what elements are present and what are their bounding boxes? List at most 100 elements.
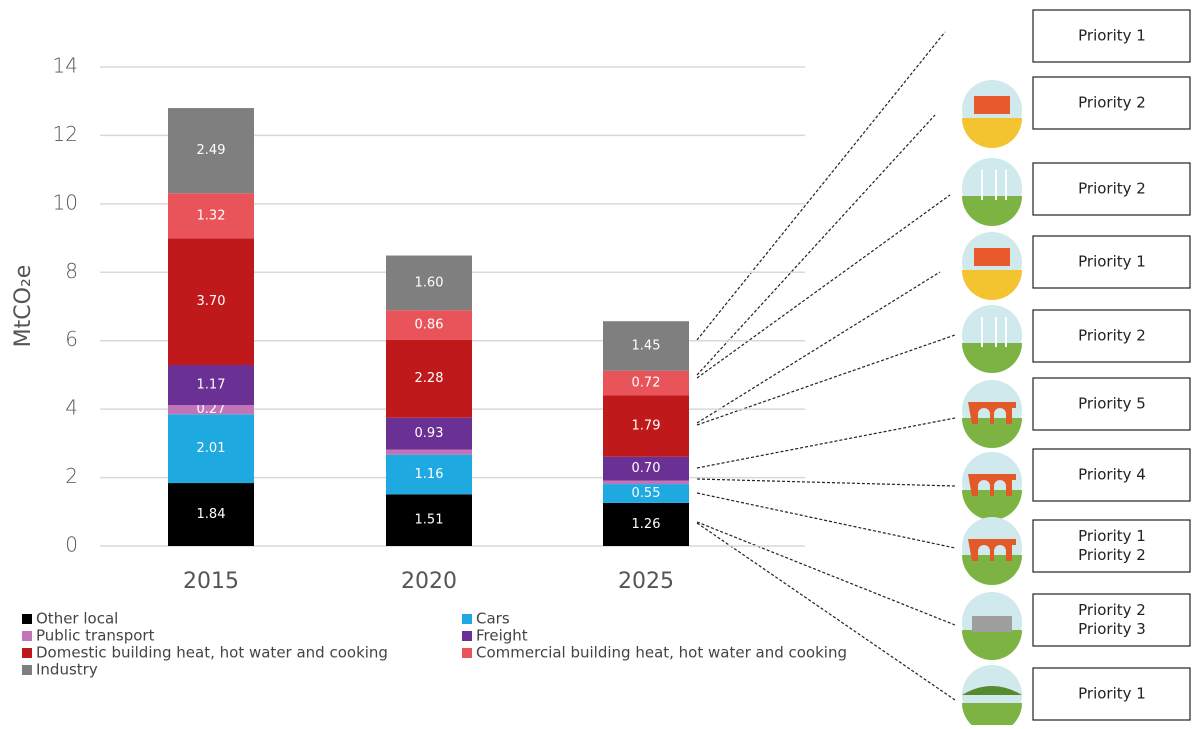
icon-ground xyxy=(962,630,1022,660)
priority-label: Priority 2 xyxy=(1078,327,1146,345)
icon xyxy=(962,305,1022,373)
value-label: 2.01 xyxy=(197,441,226,456)
bar-segment xyxy=(168,108,254,194)
x-tick-label: 2025 xyxy=(618,569,674,594)
y-tick-label: 14 xyxy=(53,54,78,78)
priority-box xyxy=(1032,593,1191,647)
priority-label: Priority 2 xyxy=(1078,546,1146,564)
bar-segment xyxy=(386,310,472,340)
priority-box xyxy=(1032,667,1191,721)
priority-box xyxy=(1032,448,1191,502)
legend-label: Cars xyxy=(476,610,510,628)
priority-box xyxy=(1032,519,1191,573)
value-label: 0.27 xyxy=(197,402,226,417)
priority-label: Priority 1 xyxy=(1078,685,1146,703)
bar-segment xyxy=(386,339,472,418)
icon-plant xyxy=(972,616,1012,632)
priority-label: Priority 4 xyxy=(1078,466,1146,484)
legend-swatch xyxy=(462,631,472,641)
icon-factory xyxy=(974,248,1010,266)
icon-ground xyxy=(962,196,1022,226)
priority-box xyxy=(1032,76,1191,130)
priority-box xyxy=(1032,377,1191,431)
legend-label: Other local xyxy=(36,610,118,628)
value-label: 0.93 xyxy=(415,426,444,441)
y-tick-label: 0 xyxy=(65,533,78,557)
bar-segment xyxy=(168,193,254,239)
icon-factory xyxy=(974,96,1010,114)
priority-label: Priority 2 xyxy=(1078,94,1146,112)
icon-ground xyxy=(962,418,1022,448)
icon-ground xyxy=(962,118,1022,148)
bar-segment xyxy=(386,449,472,455)
priority-label: Priority 1 xyxy=(1078,27,1146,45)
value-label: 1.45 xyxy=(632,339,661,354)
value-label: 1.26 xyxy=(632,517,661,532)
value-label: 1.51 xyxy=(415,513,444,528)
icon-bridge xyxy=(968,539,1016,561)
legend-swatch xyxy=(22,631,32,641)
x-tick-label: 2015 xyxy=(183,569,239,594)
priority-label: Priority 2 xyxy=(1078,601,1146,619)
legend-label: Freight xyxy=(476,627,528,645)
bar-segment xyxy=(168,414,254,484)
value-label: 0.86 xyxy=(415,317,444,332)
connectors xyxy=(696,31,956,701)
icon xyxy=(962,232,1022,300)
bar-segment xyxy=(168,365,254,406)
priority-box xyxy=(1032,9,1191,63)
bar-segment xyxy=(386,255,472,311)
icon-ground xyxy=(962,343,1022,373)
y-tick-label: 8 xyxy=(65,259,78,283)
y-axis-label: MtCO₂e xyxy=(11,265,36,348)
value-label: 1.16 xyxy=(415,467,444,482)
y-tick-label: 10 xyxy=(53,190,78,214)
value-label: 1.60 xyxy=(415,275,444,290)
legend-label: Domestic building heat, hot water and co… xyxy=(36,644,388,662)
priority-box xyxy=(1032,235,1191,289)
x-tick-label: 2020 xyxy=(401,569,457,594)
y-tick-label: 4 xyxy=(65,396,78,420)
value-label: 1.17 xyxy=(197,378,226,393)
bar-segment xyxy=(386,494,472,546)
bar-segment xyxy=(603,502,689,546)
value-label: 2.49 xyxy=(197,143,226,158)
icon-ground xyxy=(962,555,1022,585)
y-tick-label: 12 xyxy=(53,122,78,146)
bar-segment xyxy=(168,238,254,366)
y-tick-label: 2 xyxy=(65,464,78,488)
icon xyxy=(962,80,1022,148)
icon xyxy=(962,380,1022,448)
value-label: 1.32 xyxy=(197,208,226,223)
bar-segment xyxy=(168,483,254,546)
y-tick-label: 6 xyxy=(65,327,78,351)
icon xyxy=(962,158,1022,226)
legend-label: Commercial building heat, hot water and … xyxy=(476,644,847,662)
priority-box xyxy=(1032,309,1191,363)
icon xyxy=(962,517,1022,585)
value-label: 2.28 xyxy=(415,371,444,386)
priority-label: Priority 1 xyxy=(1078,253,1146,271)
icon-ground xyxy=(962,270,1022,300)
bar-segment xyxy=(603,456,689,481)
bar-segment xyxy=(603,395,689,457)
bar-segment xyxy=(603,370,689,396)
icons xyxy=(962,80,1022,729)
bar-segment xyxy=(386,417,472,450)
legend-swatch xyxy=(22,648,32,658)
legend-swatch xyxy=(22,665,32,675)
icon-ground xyxy=(962,703,1022,729)
value-label: 3.70 xyxy=(197,294,226,309)
bar-segment xyxy=(168,405,254,415)
priority-label: Priority 5 xyxy=(1078,395,1146,413)
legend-swatch xyxy=(462,614,472,624)
icon-bridge xyxy=(968,474,1016,496)
legend-swatch xyxy=(462,648,472,658)
icon xyxy=(962,665,1022,729)
priority-label: Priority 1 xyxy=(1078,527,1146,545)
icon xyxy=(962,592,1022,660)
value-label: 0.70 xyxy=(632,461,661,476)
bar-segment xyxy=(386,454,472,495)
value-label: 0.72 xyxy=(632,376,661,391)
